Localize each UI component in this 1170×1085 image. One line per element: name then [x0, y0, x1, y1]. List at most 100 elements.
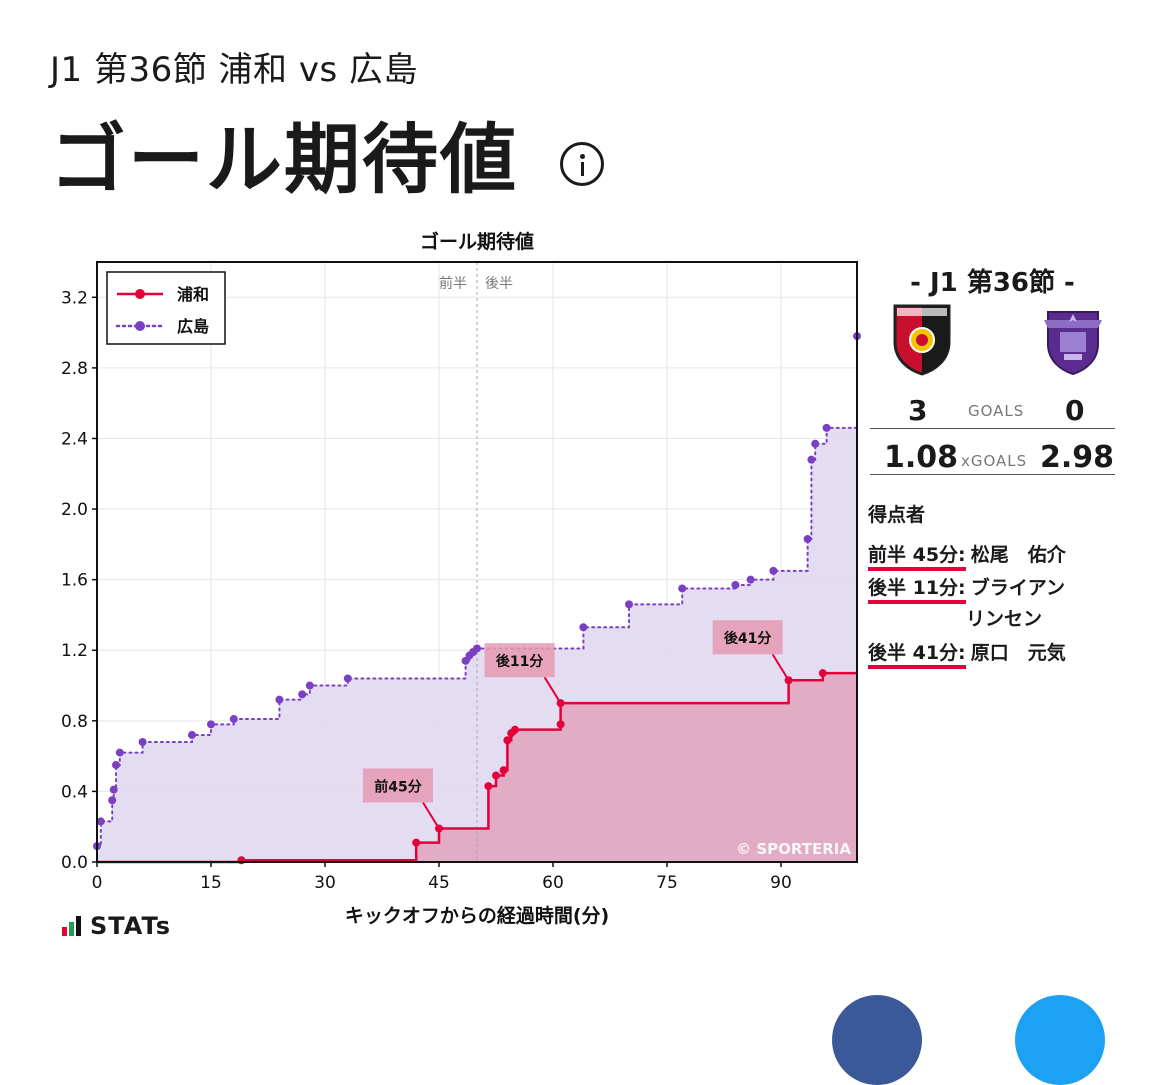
data-point: [229, 715, 238, 724]
data-point: [503, 736, 512, 745]
data-point: [625, 600, 633, 609]
match-title: J1 第36節 浦和 vs 広島: [50, 50, 418, 90]
data-point: [579, 623, 588, 632]
y-tick-label: 1.2: [61, 641, 88, 661]
data-point: [822, 423, 831, 432]
annotation-label: 前45分: [374, 778, 421, 795]
x-tick-label: 60: [542, 873, 564, 893]
x-axis-label: キックオフからの経過時間(分): [345, 904, 609, 927]
scorer-row: 後半 41分: 原口 元気: [868, 638, 1066, 669]
data-point: [731, 580, 740, 589]
scorer-time: 前半 45分:: [868, 544, 966, 571]
urawa-crest-icon: [893, 304, 951, 376]
data-point: [412, 838, 421, 847]
data-point: [275, 695, 284, 704]
series-area-urawa: [97, 673, 857, 862]
annotation-leader: [771, 653, 790, 681]
x-tick-label: 15: [200, 873, 222, 893]
annotation-leader: [543, 676, 562, 704]
data-point: [112, 760, 120, 769]
data-point: [807, 455, 816, 464]
scorer-row: 前半 45分: 松尾 佑介: [868, 540, 1066, 571]
hiroshima-crest-icon: [1044, 311, 1102, 376]
annotation-box: [712, 620, 783, 655]
data-point: [305, 681, 314, 690]
data-point: [818, 669, 827, 678]
second-half-label: 後半: [485, 276, 513, 292]
y-tick-label: 0.4: [61, 782, 88, 802]
data-point: [556, 720, 565, 729]
scorer-name-cont: リンセン: [966, 604, 1042, 631]
data-point: [484, 782, 493, 791]
y-tick-label: 2.8: [61, 359, 88, 379]
data-point: [803, 535, 812, 544]
x-tick-label: 75: [656, 873, 678, 893]
y-tick-label: 2.0: [61, 500, 88, 520]
watermark: © SPORTERIA: [736, 840, 851, 858]
annotation-box: [484, 643, 555, 678]
plot-frame: [96, 261, 858, 863]
annotation-box: [363, 768, 433, 803]
annotation-label: 後41分: [724, 630, 771, 647]
legend-swatch-marker: [135, 321, 145, 331]
away-score: 0: [1065, 394, 1085, 427]
first-half-label: 前半: [439, 275, 467, 292]
data-point: [678, 584, 687, 593]
legend-label: 広島: [177, 317, 209, 336]
x-tick-label: 0: [92, 873, 103, 893]
data-point: [207, 720, 215, 729]
scorer-name: ブライアン: [970, 577, 1065, 599]
data-point: [108, 796, 117, 805]
data-point: [138, 738, 147, 746]
home-xg: 1.08: [884, 440, 959, 475]
scorer-time: 後半 11分:: [868, 577, 966, 604]
x-tick-label: 90: [770, 873, 792, 893]
data-point: [492, 771, 500, 780]
data-point: [746, 575, 755, 584]
y-tick-label: 3.2: [61, 288, 88, 308]
stats-logo-text: STATs: [90, 912, 171, 940]
data-point: [473, 644, 481, 653]
data-point: [188, 730, 196, 739]
sidebar-title: - J1 第36節 -: [910, 268, 1075, 298]
info-icon[interactable]: [560, 142, 604, 186]
x-tick-label: 45: [428, 873, 450, 893]
stats-logo: STATs: [62, 912, 171, 940]
legend-swatch-marker: [135, 289, 145, 299]
data-point: [769, 566, 778, 575]
scorer-row: 後半 11分: ブライアン: [868, 573, 1065, 604]
data-point: [298, 690, 307, 699]
x-tick-label: 30: [314, 873, 336, 893]
scorer-name: リンセン: [966, 608, 1043, 630]
data-point: [499, 766, 508, 775]
scorer-time: 後半 41分:: [868, 642, 966, 669]
scorer-name: 原口 元気: [970, 642, 1066, 664]
data-point: [96, 817, 105, 826]
annotation-label: 後11分: [496, 653, 543, 670]
facebook-share-button[interactable]: [832, 995, 922, 1085]
data-point: [237, 856, 246, 865]
scorers-label: 得点者: [868, 504, 926, 526]
twitter-share-button[interactable]: [1015, 995, 1105, 1085]
scorer-name: 松尾 佑介: [970, 544, 1066, 566]
page-title: ゴール期待値: [50, 115, 518, 204]
legend-box: [106, 271, 226, 345]
y-tick-label: 0.8: [61, 712, 88, 732]
data-point: [343, 674, 352, 683]
y-tick-label: 2.4: [61, 429, 88, 449]
stats-logo-icon: [62, 916, 82, 936]
score-divider: [870, 428, 1115, 429]
away-xg: 2.98: [1040, 440, 1115, 475]
xg-divider: [870, 474, 1115, 475]
xgoals-label: xGOALS: [961, 452, 1028, 470]
home-score: 3: [908, 394, 928, 427]
data-point: [109, 785, 118, 794]
y-tick-label: 1.6: [61, 571, 88, 591]
chart-title: ゴール期待値: [420, 230, 534, 253]
goals-label: GOALS: [968, 402, 1025, 420]
annotation-leader: [422, 801, 440, 829]
y-tick-label: 0.0: [61, 853, 88, 873]
data-point: [115, 748, 124, 757]
